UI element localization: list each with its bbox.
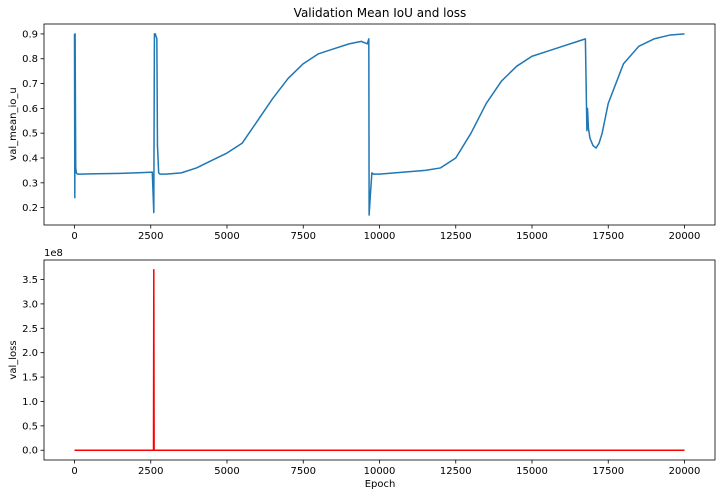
bottom-x-axis-label: Epoch <box>365 479 396 490</box>
bottom-y-axis-label: val_loss <box>8 340 19 379</box>
bottom-y-tick-label: 0.0 <box>22 446 38 457</box>
bottom-x-tick-label: 17500 <box>592 466 624 477</box>
bottom-x-tick-label: 5000 <box>214 466 239 477</box>
top-x-tick-label: 12500 <box>440 231 472 242</box>
bottom-plot-frame <box>43 259 716 461</box>
top-x-axis: 0 2500 5000 7500 10000 12500 15000 17500 20000 <box>71 225 700 242</box>
bottom-y-tick-label: 2.0 <box>22 348 38 359</box>
bottom-y-scale-offset: 1e8 <box>44 248 63 259</box>
top-subplot: Validation Mean IoU and loss 0 2500 5000 75… <box>8 6 716 242</box>
bottom-x-axis: 0 2500 5000 7500 10000 12500 15000 17500 20000 <box>71 460 700 477</box>
bottom-y-tick-label: 2.5 <box>22 324 38 335</box>
bottom-series-line-0 <box>74 269 685 451</box>
bottom-x-tick-label: 12500 <box>440 466 472 477</box>
bottom-x-tick-label: 10000 <box>364 466 396 477</box>
bottom-y-tick-label: 1.0 <box>22 397 38 408</box>
top-y-tick-label: 0.8 <box>22 54 38 65</box>
bottom-x-tick-label: 2500 <box>138 466 163 477</box>
top-x-tick-label: 2500 <box>138 231 163 242</box>
top-x-tick-label: 7500 <box>291 231 316 242</box>
top-plot-frame <box>43 23 716 226</box>
top-x-tick-label: 5000 <box>214 231 239 242</box>
bottom-y-tick-label: 3.0 <box>22 299 38 310</box>
top-y-tick-label: 0.6 <box>22 104 38 115</box>
bottom-x-tick-label: 0 <box>71 466 77 477</box>
bottom-x-tick-label: 7500 <box>291 466 316 477</box>
top-y-tick-label: 0.9 <box>22 29 38 40</box>
top-y-tick-label: 0.7 <box>22 79 38 90</box>
bottom-subplot: 1e8 0 2500 5000 7500 10000 12500 15000 17500 200… <box>8 248 716 490</box>
bottom-y-axis: 0.0 0.5 1.0 1.5 2.0 2.5 3.0 3.5 <box>22 275 44 457</box>
bottom-x-tick-label: 20000 <box>669 466 701 477</box>
top-y-axis-label: val_mean_io_u <box>8 87 19 160</box>
top-y-axis: 0.2 0.3 0.4 0.5 0.6 0.7 0.8 0.9 <box>22 29 44 214</box>
bottom-y-tick-label: 0.5 <box>22 421 38 432</box>
top-y-tick-label: 0.4 <box>22 154 38 165</box>
bottom-x-tick-label: 15000 <box>516 466 548 477</box>
top-series <box>73 33 685 216</box>
top-x-tick-label: 15000 <box>516 231 548 242</box>
bottom-series <box>74 269 685 451</box>
bottom-y-tick-label: 3.5 <box>22 275 38 286</box>
top-x-tick-label: 20000 <box>669 231 701 242</box>
top-y-tick-label: 0.2 <box>22 203 38 214</box>
top-y-tick-label: 0.5 <box>22 129 38 140</box>
top-y-tick-label: 0.3 <box>22 178 38 189</box>
top-series-line-0 <box>73 33 685 216</box>
top-x-tick-label: 0 <box>71 231 77 242</box>
bottom-y-tick-label: 1.5 <box>22 373 38 384</box>
top-x-tick-label: 17500 <box>592 231 624 242</box>
top-chart-title: Validation Mean IoU and loss <box>294 6 467 20</box>
top-x-tick-label: 10000 <box>364 231 396 242</box>
